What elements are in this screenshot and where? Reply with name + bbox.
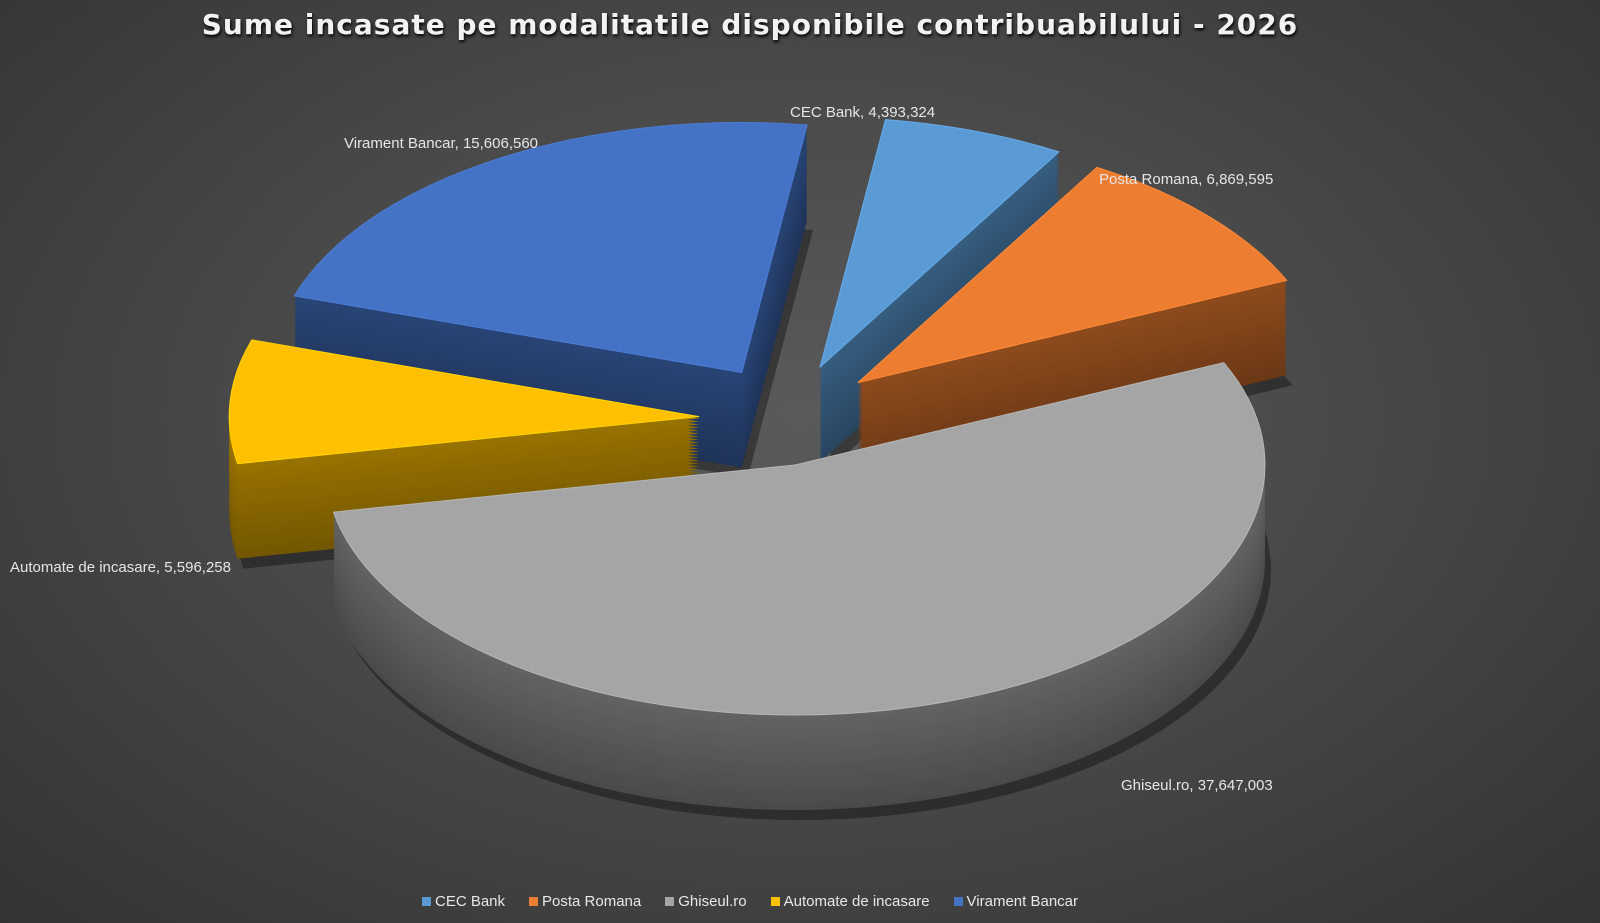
legend-item-ghiseul: Ghiseul.ro bbox=[665, 893, 747, 910]
data-label-virament: Virament Bancar, 15,606,560 bbox=[344, 135, 539, 152]
legend-label: CEC Bank bbox=[434, 893, 506, 910]
pie-slice-ghiseul bbox=[332, 362, 1271, 821]
data-label-automate: Automate de incasare, 5,596,258 bbox=[10, 559, 231, 576]
chart-title: Sume incasate pe modalitatile disponibil… bbox=[201, 8, 1299, 41]
slice-top bbox=[293, 122, 808, 374]
data-label-posta-romana: Posta Romana, 6,869,595 bbox=[1099, 171, 1274, 188]
legend-item-posta-romana: Posta Romana bbox=[529, 893, 641, 910]
legend-label: Automate de incasare bbox=[783, 893, 930, 910]
legend-label: Posta Romana bbox=[542, 893, 642, 910]
slice-top bbox=[819, 119, 1060, 369]
legend-swatch bbox=[421, 897, 431, 906]
legend-item-automate: Automate de incasare bbox=[770, 893, 930, 910]
data-label-cec-bank: CEC Bank, 4,393,324 bbox=[790, 104, 936, 121]
legend-label: Virament Bancar bbox=[966, 893, 1078, 910]
legend-swatch bbox=[529, 897, 539, 906]
legend-swatch bbox=[665, 897, 675, 906]
slice-top bbox=[228, 339, 700, 465]
legend-item-cec-bank: CEC Bank bbox=[421, 893, 506, 910]
legend: CEC Bank Posta Romana Ghiseul.ro Automat… bbox=[0, 893, 1500, 910]
legend-label: Ghiseul.ro bbox=[678, 893, 747, 910]
legend-swatch bbox=[770, 897, 780, 906]
pie-slice-posta-romana bbox=[857, 166, 1293, 488]
legend-item-virament: Virament Bancar bbox=[953, 893, 1078, 910]
data-label-ghiseul: Ghiseul.ro, 37,647,003 bbox=[1121, 777, 1273, 794]
slice-top bbox=[332, 362, 1266, 716]
legend-swatch bbox=[953, 897, 963, 906]
slice-top bbox=[857, 166, 1288, 384]
